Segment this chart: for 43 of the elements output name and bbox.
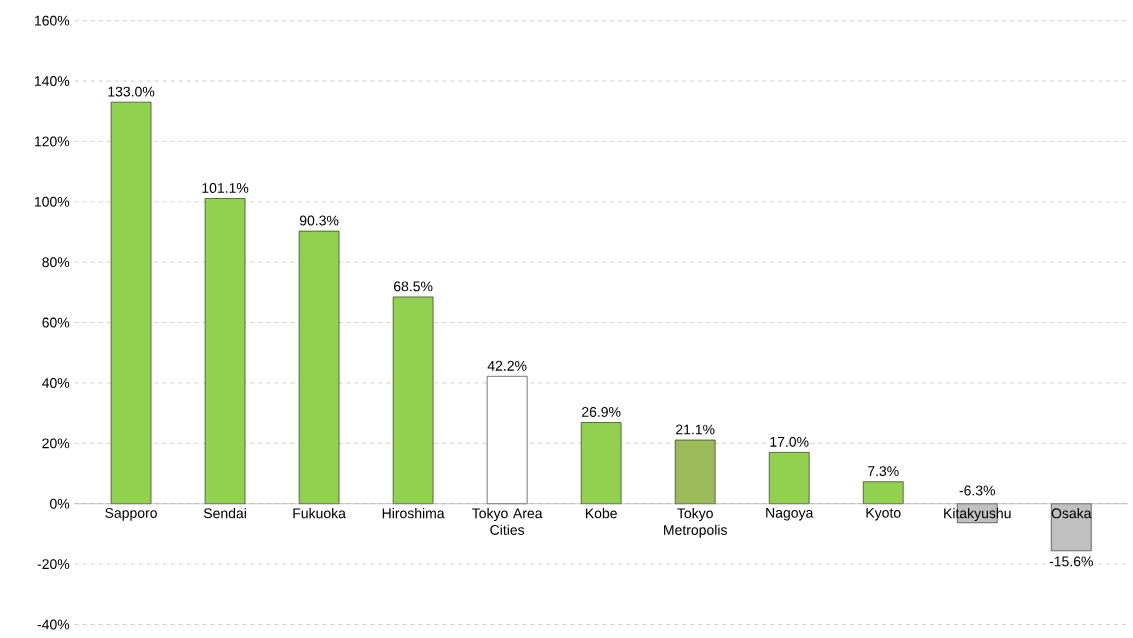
bar [862, 481, 904, 505]
x-tick-label: Tokyo Area Cities [472, 508, 543, 536]
x-tick-label: Fukuoka [293, 508, 346, 519]
bar [1051, 503, 1092, 552]
data-label: 26.9% [582, 407, 621, 418]
x-tick-label: Osaka [1051, 508, 1092, 519]
x-tick-label: Sendai [203, 508, 246, 519]
y-tick-label: 160% [34, 15, 70, 26]
y-tick-label: 40% [42, 378, 70, 389]
x-tick-label: Kobe [585, 508, 617, 519]
y-tick-label: 60% [42, 317, 70, 328]
x-tick-label: Kyoto [866, 508, 901, 521]
bar [392, 296, 434, 505]
x-tick-label: Tokyo Metropolis [664, 508, 727, 538]
y-tick-label: -20% [37, 559, 70, 570]
y-tick-label: 20% [42, 438, 70, 449]
data-label: 7.3% [867, 466, 899, 477]
y-tick-label: -40% [37, 619, 70, 630]
data-label: -6.3% [959, 485, 996, 496]
x-tick-label: Nagoya [766, 508, 814, 521]
data-label: -15.6% [1049, 556, 1093, 567]
data-label: 133.0% [108, 86, 155, 97]
bar [674, 439, 716, 505]
x-tick-label: Sapporo [105, 508, 157, 521]
y-tick-label: 0% [50, 498, 70, 509]
data-label: 68.5% [393, 281, 433, 292]
bar [110, 101, 152, 505]
bar [298, 230, 340, 505]
bar [580, 422, 622, 505]
y-tick-label: 100% [34, 196, 70, 207]
bar [204, 198, 246, 505]
y-tick-label: 120% [34, 136, 70, 147]
bar [768, 452, 810, 505]
data-label: 101.1% [202, 183, 249, 193]
bar [486, 376, 528, 505]
x-tick-label: Kitakyushu [944, 508, 1011, 522]
data-label: 90.3% [299, 215, 339, 226]
x-tick-label: Hiroshima [382, 508, 445, 519]
data-label: 21.1% [676, 424, 715, 435]
y-tick-label: 140% [34, 76, 70, 87]
y-tick-label: 80% [42, 257, 70, 268]
data-label: 17.0% [770, 436, 809, 447]
data-label: 42.2% [487, 360, 527, 371]
